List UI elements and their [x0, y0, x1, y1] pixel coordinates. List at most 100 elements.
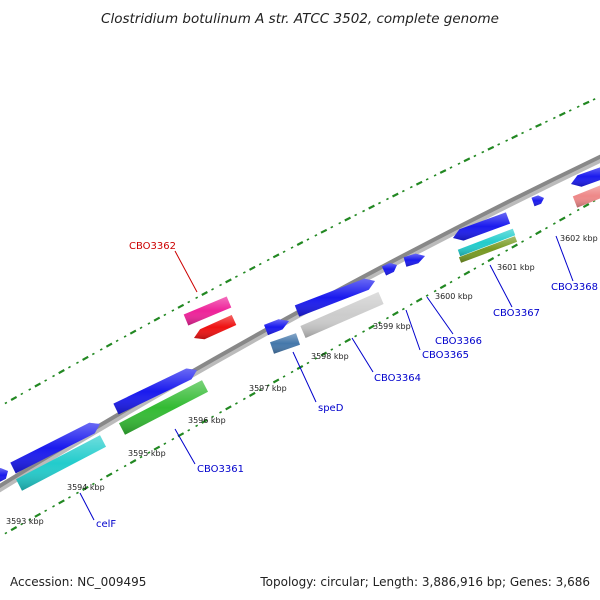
outer-ring-dot	[439, 169, 447, 174]
outer-ring-dot	[20, 392, 24, 396]
outer-ring-dot	[28, 388, 32, 391]
inner-ring-dot	[44, 509, 48, 513]
outer-ring-dot	[415, 180, 423, 186]
outer-ring-dot	[558, 111, 566, 117]
outer-ring-dot	[409, 185, 413, 189]
outer-ring-dot	[457, 162, 461, 165]
outer-ring-dot	[401, 189, 405, 193]
inner-ring-dot	[449, 280, 453, 284]
inner-ring-dot	[338, 343, 342, 347]
inner-ring-dot	[76, 491, 79, 495]
feature-track	[0, 167, 600, 491]
outer-ring-dot	[4, 401, 8, 405]
outer-ring-dot	[368, 204, 375, 210]
inner-ring-dot	[171, 437, 175, 441]
inner-ring-dot	[290, 370, 294, 374]
outer-ring-dot	[576, 105, 580, 109]
gene-arrow-speD-region-shading	[264, 319, 289, 336]
feature-box-CBO3367-b-shading	[458, 236, 518, 263]
inner-ring-dot	[225, 405, 232, 411]
gene-label-CBO3365: CBO3365	[422, 350, 469, 361]
outer-ring-dot	[521, 131, 524, 135]
outer-ring-dot	[535, 123, 542, 128]
inner-ring-dot	[91, 482, 95, 486]
feature-box-CBO3368-shading	[572, 185, 600, 208]
gene-arrow-CBO3367-shading	[453, 212, 511, 241]
inner-ring-dot	[368, 324, 375, 330]
inner-ring-dot	[558, 216, 566, 222]
inner-ring-dot	[20, 522, 24, 526]
gene-arrow-CBO3362-shading	[194, 315, 237, 340]
inner-ring-dot	[386, 316, 389, 320]
tick-label-3600: 3600 kbp	[435, 292, 473, 301]
gene-arrow-CBO3365-shading	[381, 262, 397, 276]
gene-label-CBO3361: CBO3361	[197, 464, 244, 475]
gene-arrow-CBO3364-region-shading	[294, 278, 375, 317]
inner-ring-dot	[68, 496, 71, 499]
inner-ring-dot	[211, 415, 214, 419]
outer-ring-dot	[433, 174, 437, 177]
outer-ring-dot	[195, 296, 199, 300]
inner-ring-dot	[258, 388, 262, 392]
inner-ring-dot	[115, 469, 119, 472]
inner-ring-dot	[439, 284, 447, 290]
feature-box-CBO3362-shading	[183, 296, 232, 326]
tick-label-3601: 3601 kbp	[497, 263, 535, 272]
inner-ring-dot	[425, 294, 429, 297]
inner-ring-dot	[153, 445, 161, 451]
inner-ring-dot	[362, 330, 365, 333]
outer-ring-dot	[386, 197, 389, 201]
inner-ring-dot	[511, 243, 518, 249]
tick-label-3598: 3598 kbp	[311, 352, 349, 361]
outer-ring-dot	[296, 241, 304, 246]
outer-ring-dot	[201, 291, 208, 296]
tick-labels: 3593 kbp 3594 kbp 3595 kbp 3596 kbp 3597…	[6, 234, 598, 526]
inner-ring-dot	[10, 526, 18, 532]
outer-ring-dot	[123, 335, 127, 338]
gene-arrow-CBO3361-region-shading	[113, 368, 197, 415]
outer-ring-dot	[344, 216, 351, 222]
outer-ring-dot	[568, 109, 572, 112]
inner-ring-dot	[463, 270, 471, 276]
inner-ring-dot	[505, 249, 509, 252]
outer-ring-dot	[91, 352, 95, 356]
outer-ring-dot	[44, 379, 48, 382]
outer-ring-dot	[147, 322, 151, 325]
outer-ring-dot	[76, 361, 79, 365]
gene-label-speD: speD	[318, 403, 344, 414]
inner-dotted-ring	[4, 199, 596, 535]
inner-ring-dot	[201, 418, 208, 424]
outer-ring-dot	[163, 313, 167, 317]
outer-ring-dot	[425, 178, 429, 181]
outer-ring-dot	[511, 134, 518, 140]
inner-ring-dot	[392, 311, 399, 317]
inner-ring-dot	[306, 361, 310, 365]
inner-ring-dot	[28, 518, 32, 521]
tick-label-3597: 3597 kbp	[249, 384, 287, 393]
outer-ring-dot	[68, 365, 71, 369]
inner-ring-dot	[433, 289, 437, 293]
inner-ring-dot	[521, 240, 524, 243]
inner-ring-dot	[195, 424, 199, 428]
inner-ring-dot	[129, 459, 137, 465]
feature-box-speD-shading	[270, 333, 300, 354]
tick-label-3599: 3599 kbp	[373, 322, 411, 331]
gene-label-CBO3367: CBO3367	[493, 308, 540, 319]
inner-ring-dot	[457, 276, 461, 279]
gene-arrow-celF-region-shading	[10, 422, 100, 474]
outer-ring-dot	[354, 213, 358, 217]
outer-ring-dot	[52, 374, 55, 378]
outer-ring-dot	[171, 309, 175, 312]
outer-dotted-ring	[4, 98, 596, 405]
inner-ring-dot	[582, 203, 590, 209]
inner-ring-dot	[481, 262, 485, 266]
inner-ring-dot	[266, 384, 270, 387]
inner-ring-dot	[147, 451, 151, 454]
outer-ring-dot	[529, 127, 532, 131]
inner-ring-dot	[163, 442, 167, 445]
outer-ring-dot	[34, 382, 42, 388]
inner-ring-dot	[378, 321, 381, 324]
inner-ring-dot	[415, 297, 423, 303]
outer-ring-dot	[187, 300, 191, 304]
inner-ring-dot	[592, 199, 596, 203]
